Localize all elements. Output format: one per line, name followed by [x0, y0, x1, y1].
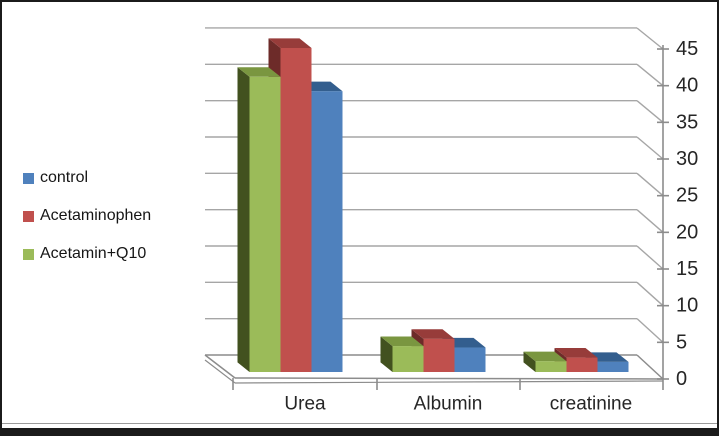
floor-thickness-front	[234, 380, 664, 384]
bar-top-face	[523, 351, 567, 362]
value-axis-label: 15	[676, 258, 698, 280]
legend-label-acetaminophen: Acetaminophen	[40, 207, 152, 224]
bar-front-face	[311, 91, 343, 372]
gridline-connector	[636, 318, 664, 343]
value-axis-label: 20	[676, 221, 698, 243]
gridline-connector	[636, 136, 664, 160]
value-axis-label: 5	[676, 331, 687, 353]
frame-inner-line	[0, 423, 719, 424]
bar-side-face	[523, 351, 536, 372]
chart-legend: control Acetaminophen Acetamin+Q10	[23, 159, 151, 273]
legend-item-acetaminophen[interactable]: Acetaminophen	[23, 197, 151, 235]
bar-front-face	[249, 76, 281, 373]
floor-right-edge	[636, 354, 664, 380]
bar-front-face	[566, 357, 598, 372]
bar-side-face	[380, 336, 393, 372]
frame-border-right	[717, 0, 719, 436]
floor-thickness-left	[204, 359, 236, 384]
bar-top-face	[268, 38, 312, 48]
value-axis-label: 40	[676, 75, 698, 97]
bar-front-face	[392, 346, 424, 372]
bar-front-face	[454, 347, 486, 372]
gridline-connector	[636, 209, 664, 233]
legend-item-control[interactable]: control	[23, 159, 151, 197]
bar-creatinine-acetamin+q10[interactable]	[523, 351, 567, 372]
legend-swatch-acetamin-q10	[23, 248, 34, 260]
bar-top-face	[554, 348, 598, 358]
frame-border-left	[0, 0, 2, 436]
value-axis-label: 45	[676, 38, 698, 60]
bar-front-face	[597, 361, 629, 372]
category-label-albumin: Albumin	[414, 394, 483, 415]
gridline-connector	[636, 100, 664, 123]
value-axis-label: 25	[676, 185, 698, 207]
bar-top-face	[237, 67, 281, 77]
gridline-connector	[636, 245, 664, 270]
gridline-connector	[636, 63, 664, 87]
bar-front-face	[535, 361, 567, 372]
gridline-connector	[636, 172, 664, 197]
gridline-connector	[636, 281, 664, 307]
bar-front-face	[423, 338, 455, 372]
frame-border-bottom	[0, 428, 719, 436]
legend-swatch-acetaminophen	[23, 210, 34, 222]
bar-urea-acetamin+q10[interactable]	[237, 67, 281, 373]
value-axis-label: 35	[676, 111, 698, 133]
legend-label-control: control	[40, 169, 89, 186]
legend-swatch-control	[23, 172, 34, 184]
bar-top-face	[380, 336, 424, 347]
value-axis-label: 0	[676, 368, 687, 390]
legend-label-acetamin-q10: Acetamin+Q10	[40, 245, 147, 262]
bar-albumin-acetamin+q10[interactable]	[380, 336, 424, 372]
value-axis-label: 30	[676, 148, 698, 170]
bar-front-face	[280, 48, 312, 372]
category-label-urea: Urea	[284, 394, 326, 415]
floor-front-edge	[234, 377, 664, 380]
legend-item-acetamin-q10[interactable]: Acetamin+Q10	[23, 235, 151, 273]
gridline-connector	[636, 27, 664, 50]
value-axis-label: 10	[676, 295, 698, 317]
bar-side-face	[237, 67, 250, 372]
category-label-creatinine: creatinine	[550, 394, 632, 415]
bar-top-face	[411, 329, 455, 339]
frame-border-top	[0, 0, 719, 2]
floor-left-edge	[204, 354, 236, 379]
